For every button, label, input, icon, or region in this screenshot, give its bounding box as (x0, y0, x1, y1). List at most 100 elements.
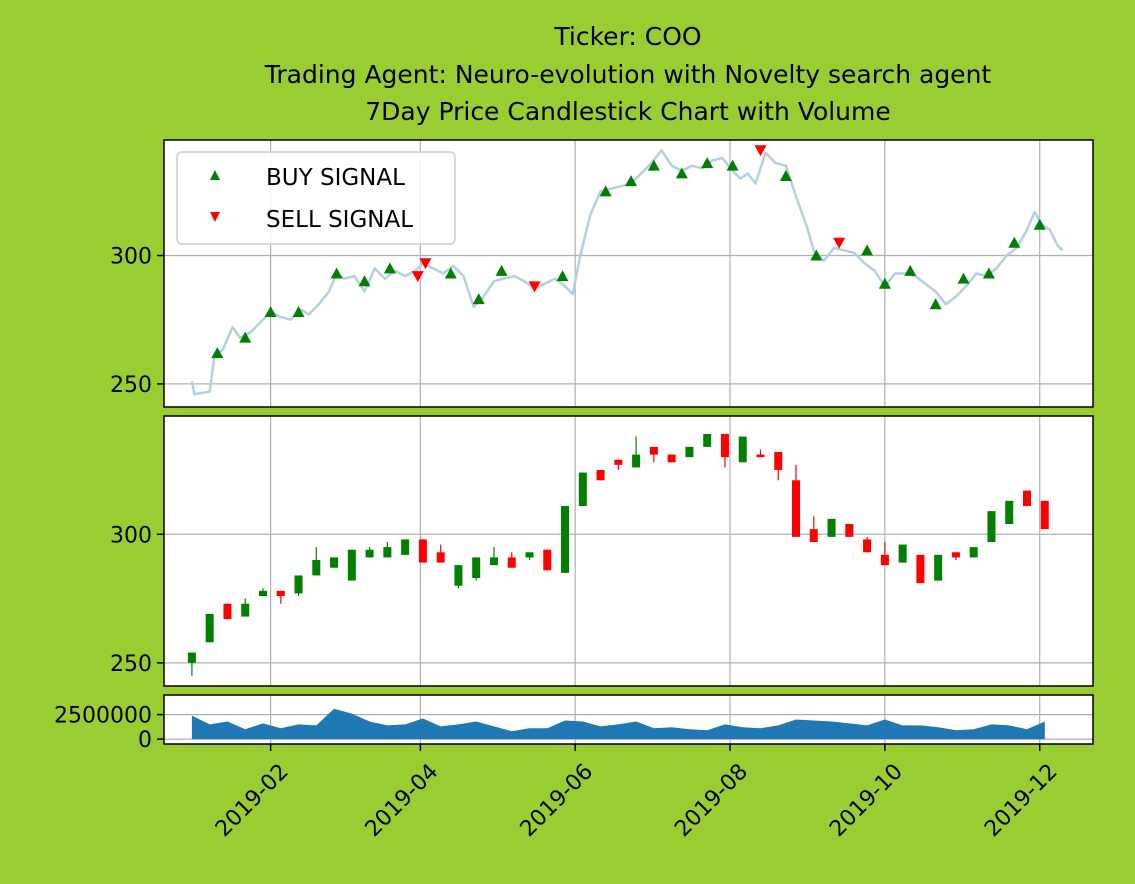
candle-body (578, 472, 587, 506)
buy-signal-marker (211, 347, 224, 359)
buy-signal-marker (1033, 218, 1046, 230)
candle-body (969, 547, 978, 558)
candle-body (703, 434, 712, 447)
buy-signal-marker (929, 298, 942, 310)
legend: BUY SIGNAL SELL SIGNAL (176, 151, 456, 245)
candle-body (632, 454, 641, 468)
sell-signal-marker (754, 145, 767, 157)
candle-body (738, 436, 747, 463)
candle-plot-frame (163, 415, 1094, 687)
candle-body (312, 560, 321, 576)
x-tick-label: 2019-12 (980, 759, 1063, 842)
x-tick-label: 2019-06 (516, 759, 599, 842)
candle-body (898, 544, 907, 563)
buy-signal-marker (292, 306, 305, 318)
candle-body (561, 506, 570, 573)
buy-signal-marker (904, 264, 917, 276)
candle-body (1005, 500, 1014, 524)
buy-signal-marker (810, 249, 823, 261)
candle-body (241, 603, 250, 617)
buy-signal-marker (264, 306, 277, 318)
buy-signal-marker (957, 272, 970, 284)
buy-signal-marker (472, 293, 485, 305)
volume-ytick-label: 0 (138, 728, 152, 753)
candle-body (774, 452, 783, 470)
title-line-agent: Trading Agent: Neuro-evolution with Nove… (264, 60, 992, 89)
legend-buy-marker (210, 170, 220, 180)
candle-body (667, 454, 676, 463)
candle-body (934, 554, 943, 581)
buy-signal-marker (556, 270, 569, 282)
candle-body (792, 480, 801, 537)
candle-body (1023, 490, 1032, 506)
price-y-ticks: 250 300 (110, 245, 164, 398)
candle-ytick-label: 300 (110, 523, 152, 548)
candle-body (330, 557, 339, 568)
candle-body (614, 459, 623, 465)
sell-signal-marker (833, 237, 846, 249)
legend-buy-label: BUY SIGNAL (266, 165, 405, 191)
candle-body (187, 652, 196, 663)
candles (187, 434, 1049, 676)
buy-signal-marker (330, 267, 343, 279)
candle-body (223, 603, 232, 620)
candle-body (418, 539, 427, 563)
buy-signal-marker (675, 167, 688, 179)
buy-signal-marker (701, 157, 714, 169)
buy-signal-marker (726, 159, 739, 171)
candle-body (294, 575, 303, 594)
buy-signal-marker (599, 185, 612, 197)
candle-body (276, 590, 285, 596)
sell-signal-marker (528, 281, 541, 293)
candle-body (383, 547, 392, 558)
x-axis-ticks: 2019-02 2019-04 2019-06 2019-08 2019-10 2019-… (211, 744, 1063, 842)
candle-body (543, 549, 552, 571)
title-line-chart: 7Day Price Candlestick Chart with Volume (365, 97, 891, 126)
buy-signal-marker (878, 277, 891, 289)
buy-signal-marker (982, 267, 995, 279)
buy-signal-marker (625, 175, 638, 187)
volume-ytick-label: 2500000 (54, 704, 152, 729)
candle-body (756, 454, 765, 458)
candle-body (916, 554, 925, 584)
candle-body (987, 511, 996, 542)
candle-body (489, 557, 498, 566)
buy-signal-marker (1008, 236, 1021, 248)
buy-signal-marker (779, 169, 792, 181)
candle-body (951, 552, 960, 558)
price-ytick-label: 250 (110, 373, 152, 398)
candle-body (827, 518, 836, 537)
buy-signal-marker (495, 264, 508, 276)
legend-sell-marker (210, 212, 220, 222)
candle-body (454, 565, 463, 586)
candle-ytick-label: 250 (110, 652, 152, 677)
volume-plot-frame (163, 694, 1094, 745)
candle-body (365, 549, 374, 558)
candle-plot-area (164, 416, 1093, 686)
candle-body (649, 446, 658, 455)
legend-box (176, 151, 456, 245)
buy-signal-marker (239, 331, 252, 343)
x-tick-label: 2019-10 (825, 759, 908, 842)
candle-y-ticks: 250 300 (110, 523, 164, 677)
volume-area (191, 708, 1045, 740)
candle-body (845, 524, 854, 537)
price-panel: 250 300 BUY SIGNAL SELL SIGNAL (110, 139, 1094, 408)
x-tick-label: 2019-08 (670, 759, 753, 842)
sell-signal-marker (419, 258, 432, 270)
candlestick-panel: 250 300 (110, 415, 1094, 687)
buy-signal-marker (358, 275, 371, 287)
candle-body (436, 552, 445, 563)
candle-body (525, 552, 534, 558)
buy-signal-marker (647, 159, 660, 171)
candle-body (258, 590, 267, 596)
candle-body (347, 549, 356, 581)
candle-body (507, 557, 516, 568)
x-tick-label: 2019-04 (361, 759, 444, 842)
sell-signal-marker (411, 271, 424, 283)
price-plot-frame (163, 139, 1094, 408)
x-tick-label: 2019-02 (211, 759, 294, 842)
candle-body (685, 446, 694, 458)
